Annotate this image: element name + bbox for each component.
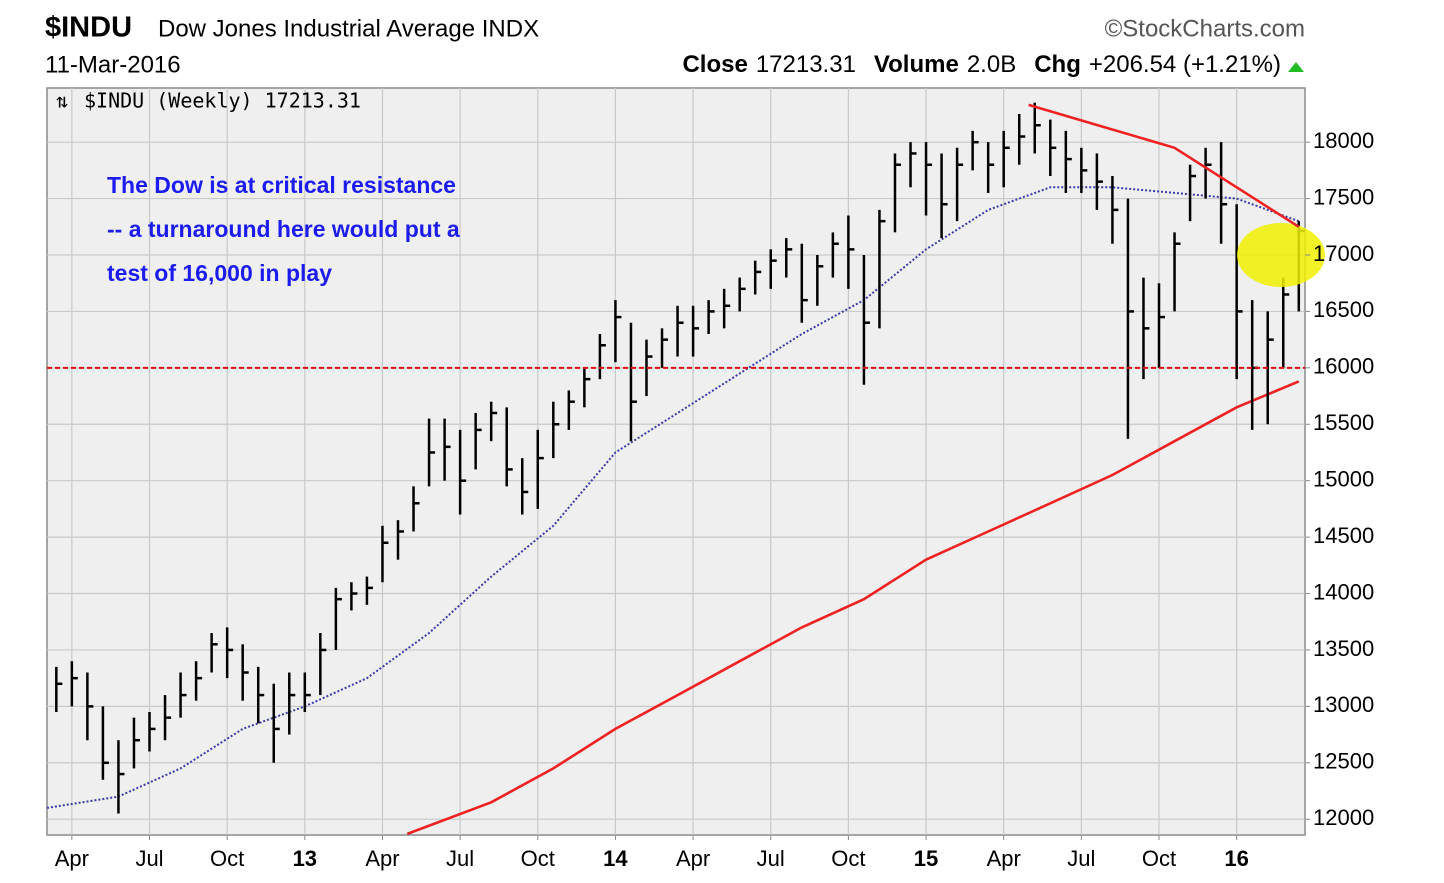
x-tick-label: Oct <box>1142 846 1176 871</box>
y-tick-label: 13500 <box>1313 636 1374 661</box>
x-tick-label: Oct <box>210 846 244 871</box>
x-tick-label: Apr <box>987 846 1021 871</box>
x-tick-label: 14 <box>603 846 628 871</box>
y-tick-label: 12000 <box>1313 805 1374 830</box>
subtitle: Dow Jones Industrial Average INDX <box>158 15 539 42</box>
highlight-ellipse <box>1237 223 1325 287</box>
x-tick-label: Oct <box>521 846 555 871</box>
symbol-title: $INDU <box>45 12 132 44</box>
x-tick-label: Jul <box>446 846 474 871</box>
y-tick-label: 17500 <box>1313 184 1374 209</box>
annotation: -- a turnaround here would put a <box>107 216 460 242</box>
x-tick-label: 15 <box>914 846 938 871</box>
up-indicator <box>1288 62 1304 72</box>
y-tick-label: 12500 <box>1313 749 1374 774</box>
x-tick-label: Apr <box>55 846 89 871</box>
marks <box>47 102 1305 835</box>
x-tick-label: Apr <box>365 846 399 871</box>
y-tick-label: 16000 <box>1313 354 1374 379</box>
x-tick-label: Apr <box>676 846 710 871</box>
plot-area <box>46 87 1306 836</box>
moving-average <box>406 380 1300 835</box>
legend-icon: ⇅ <box>56 89 68 113</box>
moving-average <box>47 186 1300 809</box>
annotation: The Dow is at critical resistance <box>107 172 456 198</box>
y-tick-label: 18000 <box>1313 128 1374 153</box>
y-tick-label: 16500 <box>1313 297 1374 322</box>
date: 11-Mar-2016 <box>45 51 181 78</box>
y-tick-label: 15000 <box>1313 466 1374 491</box>
stat-label: Chg <box>1034 51 1081 78</box>
y-tick-label: 14500 <box>1313 523 1374 548</box>
x-tick-label: 16 <box>1224 846 1248 871</box>
stats-line: Close 17213.31 Volume 2.0B Chg +206.54 (+1.21… <box>682 51 1281 78</box>
stat-label: Volume <box>874 51 959 78</box>
x-tick-label: Jul <box>1067 846 1095 871</box>
x-tick-label: Jul <box>135 846 163 871</box>
legend-label: $INDU (Weekly) 17213.31 <box>84 89 361 113</box>
stat-label: Close <box>682 51 747 78</box>
x-tick-label: Jul <box>757 846 785 871</box>
stat-value: 17213.31 <box>756 51 856 78</box>
y-tick-label: 14000 <box>1313 579 1374 604</box>
stat-value: 2.0B <box>967 51 1016 78</box>
source: ©StockCharts.com <box>1105 15 1305 42</box>
y-tick-label: 13000 <box>1313 692 1374 717</box>
trend-line <box>1028 103 1300 228</box>
grid <box>47 88 1305 835</box>
y-tick-label: 15500 <box>1313 410 1374 435</box>
overlay-layer <box>47 103 1305 369</box>
y-tick-label: 17000 <box>1313 241 1374 266</box>
stat-value: +206.54 (+1.21%) <box>1089 51 1281 78</box>
x-tick-label: Oct <box>831 846 865 871</box>
annotation: test of 16,000 in play <box>107 260 332 286</box>
x-tick-label: 13 <box>293 846 317 871</box>
labels: 12000 12500 13000 13500 14000 14500 15000 15500… <box>55 128 1374 871</box>
